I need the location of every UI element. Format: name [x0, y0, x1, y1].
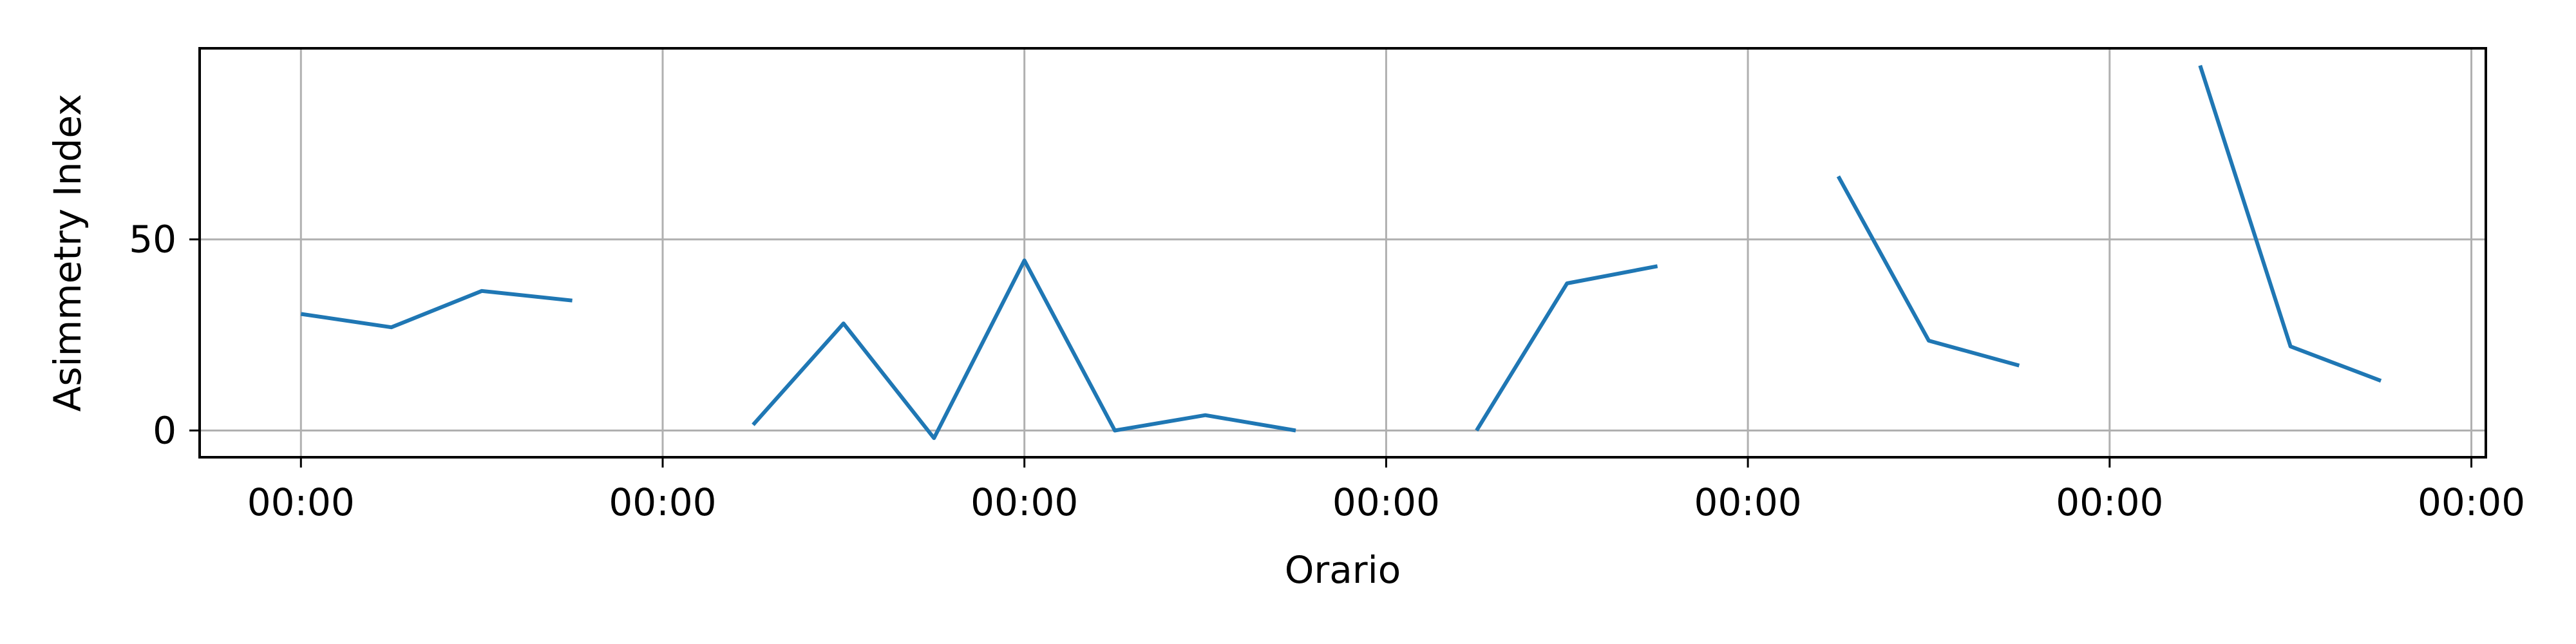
x-tick-label: 00:00	[2056, 480, 2163, 524]
y-tick-label: 50	[129, 218, 176, 261]
plot-frame	[198, 47, 2487, 459]
series-line-segment	[2198, 64, 2382, 383]
x-tick-label: 00:00	[609, 480, 716, 524]
x-tick-label: 00:00	[2418, 480, 2525, 524]
series-line-segment	[1475, 264, 1658, 432]
x-tick-label: 00:00	[1332, 480, 1440, 524]
series-line-segment	[300, 289, 573, 330]
y-axis-ticks: 0 50	[129, 218, 200, 452]
x-tick-label: 00:00	[1694, 480, 1802, 524]
series-line-segment	[752, 258, 1296, 440]
plot-area	[300, 64, 2382, 440]
y-axis-label: Asimmetry Index	[46, 94, 90, 412]
x-tick-label: 00:00	[247, 480, 355, 524]
series-line-segment	[1836, 175, 2020, 368]
x-tick-label: 00:00	[971, 480, 1078, 524]
x-axis-ticks: 00:00 00:00 00:00 00:00 00:00 00:00 00:00	[247, 457, 2525, 524]
x-axis-label: Orario	[1285, 548, 1401, 592]
y-tick-label: 0	[153, 408, 176, 452]
grid-lines	[200, 48, 2486, 457]
